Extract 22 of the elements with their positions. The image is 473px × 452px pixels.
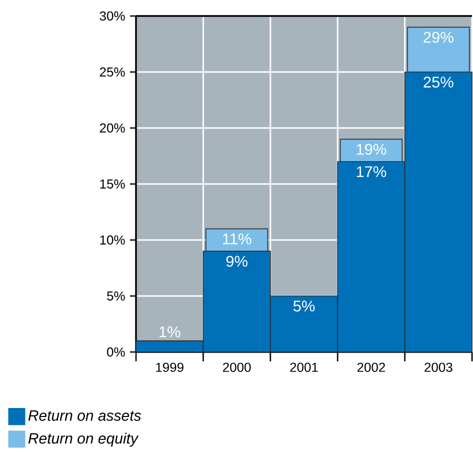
data-label: 1% [160, 326, 180, 338]
data-label: 29% [424, 32, 454, 43]
x-tick-label: 2001 [290, 362, 318, 372]
data-label: 11% [223, 233, 252, 244]
y-tick-label: 25% [100, 67, 125, 77]
data-label: 5% [293, 300, 315, 312]
y-tick-label: 5% [107, 291, 125, 301]
data-label: 25% [424, 76, 454, 88]
data-label: 19% [356, 144, 386, 155]
y-tick-label: 30% [100, 11, 125, 21]
data-label: 9% [226, 256, 248, 267]
y-tick-label: 15% [100, 179, 125, 189]
legend-label: Return on assets [28, 410, 141, 421]
x-tick-label: 2002 [357, 362, 386, 372]
y-tick-label: 0% [107, 347, 125, 357]
y-tick-label: 10% [100, 235, 125, 245]
x-tick-label: 2003 [424, 362, 452, 372]
y-tick-label: 20% [100, 123, 125, 133]
x-tick-label: 1999 [156, 362, 184, 372]
x-tick-label: 2000 [222, 362, 251, 372]
data-label: 17% [356, 166, 386, 178]
legend-label: Return on equity [28, 432, 139, 447]
